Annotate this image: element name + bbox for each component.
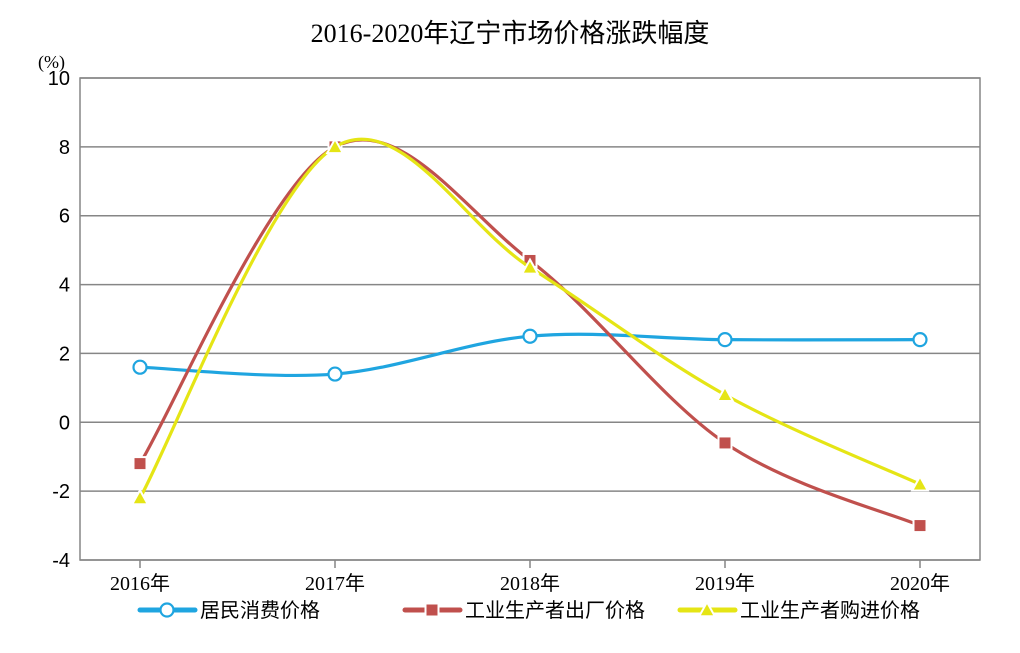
series-marker xyxy=(914,519,927,532)
y-tick-label: 0 xyxy=(59,412,70,434)
x-tick-label: 2019年 xyxy=(695,572,755,595)
chart-bg xyxy=(0,0,1020,653)
series-marker xyxy=(719,333,732,346)
series-marker xyxy=(524,330,537,343)
legend-label: 工业生产者出厂价格 xyxy=(465,599,645,622)
series-marker xyxy=(719,436,732,449)
y-tick-label: -2 xyxy=(52,481,70,503)
legend-marker xyxy=(161,604,174,617)
y-tick-label: 8 xyxy=(59,137,70,159)
y-tick-label: -4 xyxy=(52,550,70,572)
legend-label: 工业生产者购进价格 xyxy=(740,599,920,622)
series-marker xyxy=(914,333,927,346)
series-marker xyxy=(329,368,342,381)
chart-svg: 2016-2020年辽宁市场价格涨跌幅度(%)-4-202468102016年2… xyxy=(0,0,1020,653)
x-tick-label: 2016年 xyxy=(110,572,170,595)
legend-label: 居民消费价格 xyxy=(200,599,320,622)
y-tick-label: 10 xyxy=(48,68,70,90)
chart-title: 2016-2020年辽宁市场价格涨跌幅度 xyxy=(311,19,710,48)
y-tick-label: 6 xyxy=(59,206,70,228)
series-marker xyxy=(134,457,147,470)
series-marker xyxy=(134,361,147,374)
legend-marker xyxy=(426,604,439,617)
y-tick-label: 4 xyxy=(59,275,70,297)
x-tick-label: 2020年 xyxy=(890,572,950,595)
chart-container: 2016-2020年辽宁市场价格涨跌幅度(%)-4-202468102016年2… xyxy=(0,0,1020,653)
y-tick-label: 2 xyxy=(59,343,70,365)
x-tick-label: 2018年 xyxy=(500,572,560,595)
x-tick-label: 2017年 xyxy=(305,572,365,595)
